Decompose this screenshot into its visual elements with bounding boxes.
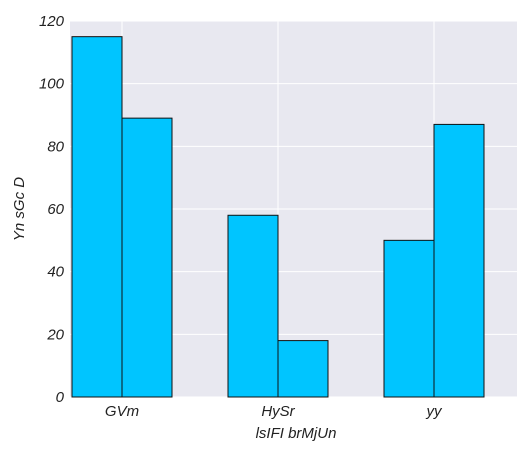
y-tick-label: 80 (47, 138, 64, 155)
y-tick-label: 40 (47, 264, 64, 281)
x-tick-labels: GVm HySr yy (105, 403, 443, 420)
bar (433, 123, 485, 398)
bar (227, 214, 279, 398)
y-tick-label: 120 (39, 13, 65, 30)
bar (277, 340, 329, 398)
x-axis-title: lsIFI brMjUn (256, 425, 337, 442)
x-tick-label: GVm (105, 403, 139, 420)
y-tick-label: 0 (56, 389, 65, 406)
x-tick-label: yy (426, 403, 444, 420)
bar (121, 117, 173, 398)
y-tick-label: 60 (47, 201, 64, 218)
bar (71, 36, 123, 398)
y-axis-title: Yn sGc D (11, 177, 28, 241)
y-tick-label: 100 (39, 76, 65, 93)
x-tick-label: HySr (261, 403, 295, 420)
bars (71, 36, 485, 398)
y-tick-labels: 0 20 40 60 80 100 120 (39, 13, 65, 406)
y-tick-label: 20 (46, 326, 64, 343)
bar (383, 239, 435, 398)
